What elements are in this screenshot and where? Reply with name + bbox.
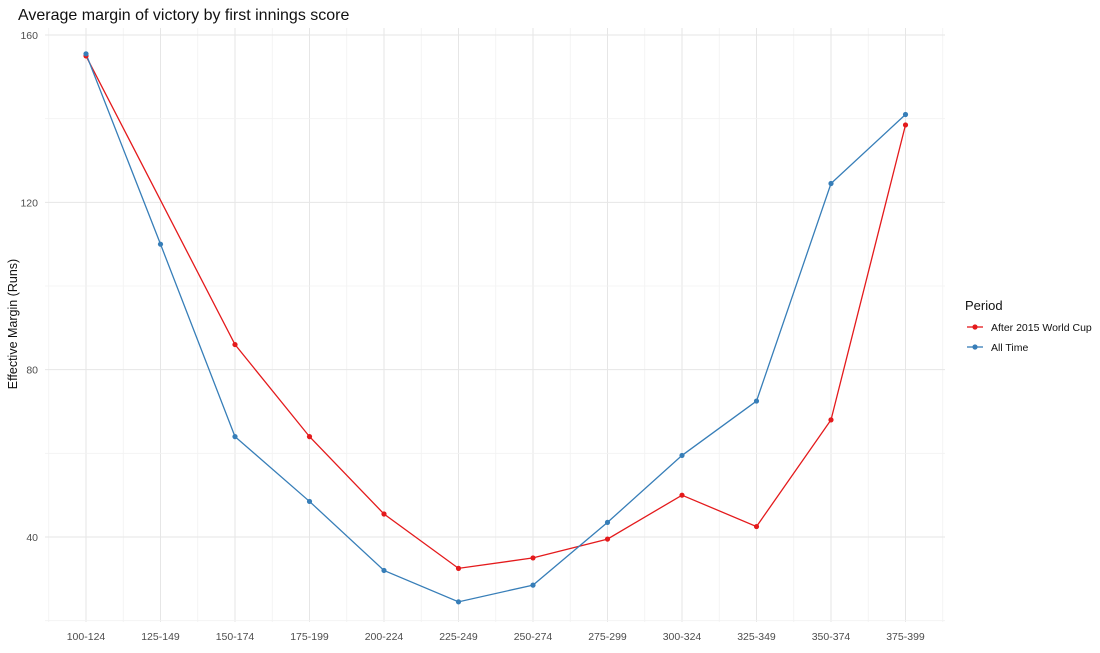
data-point (455, 599, 462, 605)
y-tick-label: 120 (20, 197, 38, 209)
data-point (306, 498, 313, 505)
data-point (679, 452, 685, 459)
x-tick-label: 225-249 (439, 631, 478, 643)
data-point (381, 567, 387, 574)
data-point (232, 434, 238, 440)
data-point (455, 565, 462, 571)
legend-key-point (972, 324, 978, 330)
data-point (157, 241, 164, 247)
x-tick-label: 325-349 (737, 631, 776, 643)
x-tick-label: 375-399 (886, 631, 925, 643)
legend-item-label: After 2015 World Cup (991, 322, 1092, 334)
data-point (530, 582, 536, 588)
y-axis-ticks: 40 80 120 160 (20, 30, 38, 544)
legend-item-label: All Time (991, 342, 1029, 354)
x-tick-label: 175-199 (290, 631, 329, 643)
data-point (530, 555, 536, 561)
series-line (85, 53, 906, 603)
x-axis-ticks: 100-124 125-149 150-174 175-199 200-224 225-2… (67, 631, 925, 643)
x-tick-label: 200-224 (365, 631, 404, 643)
y-tick-label: 80 (26, 365, 38, 377)
x-tick-label: 250-274 (514, 631, 553, 643)
legend-title: Period (965, 298, 1003, 313)
chart-title: Average margin of victory by first innin… (18, 7, 350, 24)
y-tick-label: 40 (26, 532, 38, 544)
x-tick-label: 275-299 (588, 631, 627, 643)
data-point (902, 111, 909, 118)
data-point (604, 519, 611, 525)
data-point (679, 492, 685, 498)
x-tick-label: 100-124 (67, 631, 106, 643)
data-point (381, 511, 387, 517)
x-tick-label: 300-324 (663, 631, 702, 643)
y-tick-label: 160 (20, 30, 38, 42)
x-tick-label: 125-149 (141, 631, 180, 643)
data-point (83, 51, 89, 57)
legend-key-point (972, 344, 978, 350)
data-point (306, 434, 313, 440)
data-point (902, 122, 909, 128)
legend: Period After 2015 World Cup All Time (965, 298, 1092, 354)
data-point (232, 341, 238, 348)
grid (45, 28, 945, 622)
data-point (828, 417, 834, 423)
data-point (753, 398, 760, 404)
x-tick-label: 150-174 (216, 631, 255, 643)
y-axis-label: Effective Margin (Runs) (6, 259, 20, 389)
data-point (604, 536, 611, 542)
data-point (828, 180, 834, 187)
series-points (83, 51, 909, 605)
data-point (753, 523, 760, 530)
x-tick-label: 350-374 (812, 631, 851, 643)
